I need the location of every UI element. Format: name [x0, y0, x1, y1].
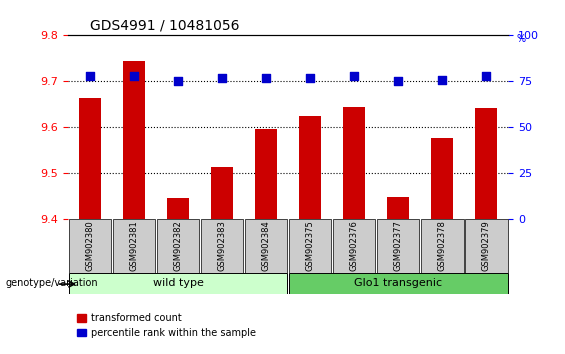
Text: GSM902381: GSM902381 — [129, 221, 138, 272]
Legend: transformed count, percentile rank within the sample: transformed count, percentile rank withi… — [73, 309, 260, 342]
Point — [129, 73, 138, 79]
FancyBboxPatch shape — [289, 273, 507, 294]
Point — [350, 73, 359, 79]
Point — [438, 77, 447, 82]
Bar — [123, 61, 145, 219]
Point — [173, 79, 182, 84]
FancyBboxPatch shape — [113, 219, 155, 273]
Text: genotype/variation: genotype/variation — [6, 278, 98, 288]
Bar — [431, 138, 453, 219]
Bar — [387, 198, 409, 219]
FancyBboxPatch shape — [245, 219, 287, 273]
Text: GSM902383: GSM902383 — [218, 221, 227, 272]
Bar — [211, 167, 233, 219]
Text: wild type: wild type — [153, 278, 203, 288]
Point — [85, 73, 94, 79]
Point — [306, 75, 315, 81]
Text: GSM902377: GSM902377 — [394, 221, 403, 272]
FancyBboxPatch shape — [289, 219, 331, 273]
FancyBboxPatch shape — [466, 219, 507, 273]
Bar — [343, 107, 365, 219]
FancyBboxPatch shape — [157, 219, 199, 273]
FancyBboxPatch shape — [69, 273, 287, 294]
Text: GSM902379: GSM902379 — [482, 221, 491, 272]
Bar — [475, 108, 497, 219]
Text: GDS4991 / 10481056: GDS4991 / 10481056 — [90, 19, 240, 33]
FancyBboxPatch shape — [421, 219, 463, 273]
Bar — [79, 98, 101, 219]
Text: Glo1 transgenic: Glo1 transgenic — [354, 278, 442, 288]
Text: GSM902378: GSM902378 — [438, 221, 447, 272]
Point — [394, 79, 403, 84]
Bar — [255, 129, 277, 219]
Point — [482, 73, 491, 79]
FancyBboxPatch shape — [333, 219, 375, 273]
FancyBboxPatch shape — [377, 219, 419, 273]
Text: GSM902375: GSM902375 — [306, 221, 315, 272]
Bar — [299, 116, 321, 219]
FancyBboxPatch shape — [69, 219, 111, 273]
Text: GSM902380: GSM902380 — [85, 221, 94, 272]
Text: GSM902384: GSM902384 — [262, 221, 271, 272]
Point — [218, 75, 227, 81]
Text: %: % — [517, 34, 526, 45]
Text: GSM902382: GSM902382 — [173, 221, 182, 272]
FancyBboxPatch shape — [201, 219, 243, 273]
Point — [262, 75, 271, 81]
Bar — [167, 198, 189, 219]
Text: GSM902376: GSM902376 — [350, 221, 359, 272]
